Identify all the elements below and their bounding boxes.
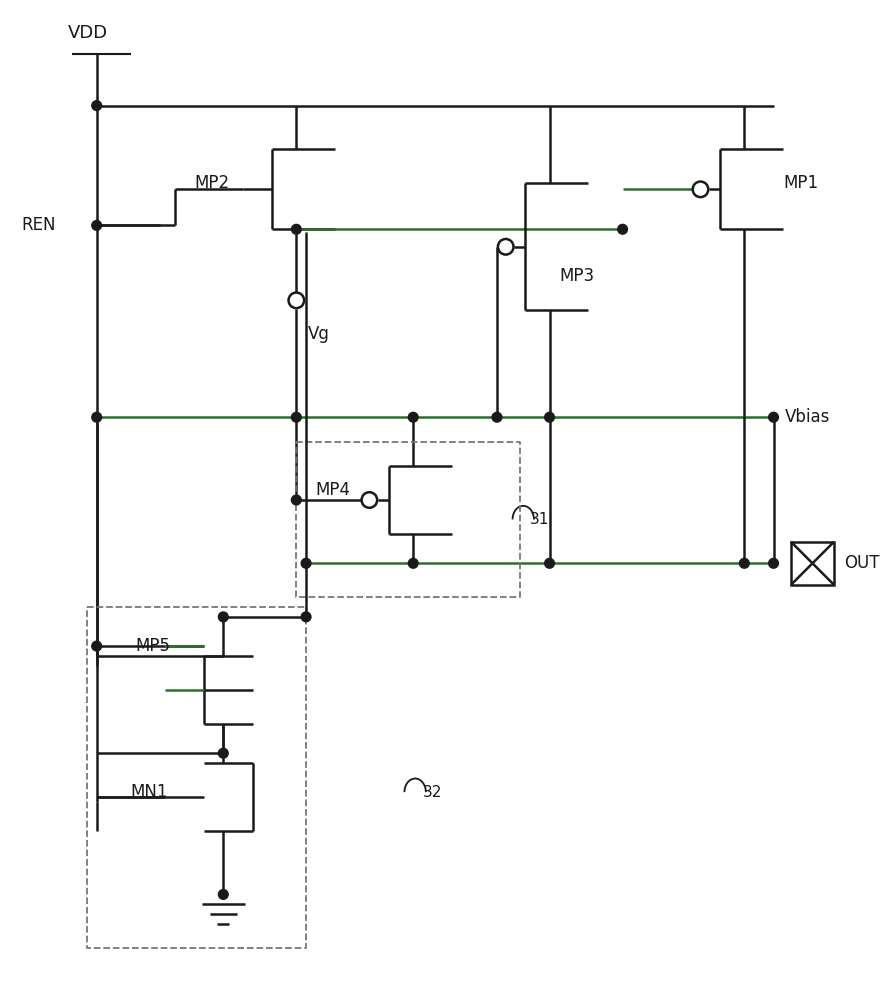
Text: VDD: VDD xyxy=(67,24,107,42)
Text: MP1: MP1 xyxy=(783,174,819,192)
Circle shape xyxy=(219,612,229,622)
Text: Vbias: Vbias xyxy=(785,408,830,426)
Text: Vg: Vg xyxy=(308,325,330,343)
Circle shape xyxy=(291,224,301,234)
Circle shape xyxy=(92,641,102,651)
Text: OUT: OUT xyxy=(843,554,879,572)
Text: MP2: MP2 xyxy=(194,174,229,192)
Text: MP4: MP4 xyxy=(315,481,351,499)
Text: 32: 32 xyxy=(423,785,442,800)
Text: REN: REN xyxy=(21,216,56,234)
Circle shape xyxy=(769,558,779,568)
Circle shape xyxy=(740,558,750,568)
Circle shape xyxy=(693,182,708,197)
Circle shape xyxy=(361,492,377,508)
Circle shape xyxy=(291,412,301,422)
Circle shape xyxy=(618,224,627,234)
Text: MP3: MP3 xyxy=(559,267,595,285)
Circle shape xyxy=(408,558,418,568)
Circle shape xyxy=(219,748,229,758)
Text: MN1: MN1 xyxy=(131,783,168,801)
Circle shape xyxy=(408,412,418,422)
Circle shape xyxy=(769,412,779,422)
Circle shape xyxy=(92,220,102,230)
Circle shape xyxy=(92,101,102,110)
Circle shape xyxy=(492,412,501,422)
Circle shape xyxy=(545,412,555,422)
Circle shape xyxy=(301,558,311,568)
Circle shape xyxy=(92,412,102,422)
Text: 31: 31 xyxy=(530,512,549,527)
Bar xyxy=(791,542,834,585)
Circle shape xyxy=(291,495,301,505)
Text: MP5: MP5 xyxy=(136,637,171,655)
Circle shape xyxy=(498,239,514,255)
Circle shape xyxy=(301,612,311,622)
Circle shape xyxy=(545,558,555,568)
Circle shape xyxy=(219,890,229,899)
Circle shape xyxy=(289,293,304,308)
